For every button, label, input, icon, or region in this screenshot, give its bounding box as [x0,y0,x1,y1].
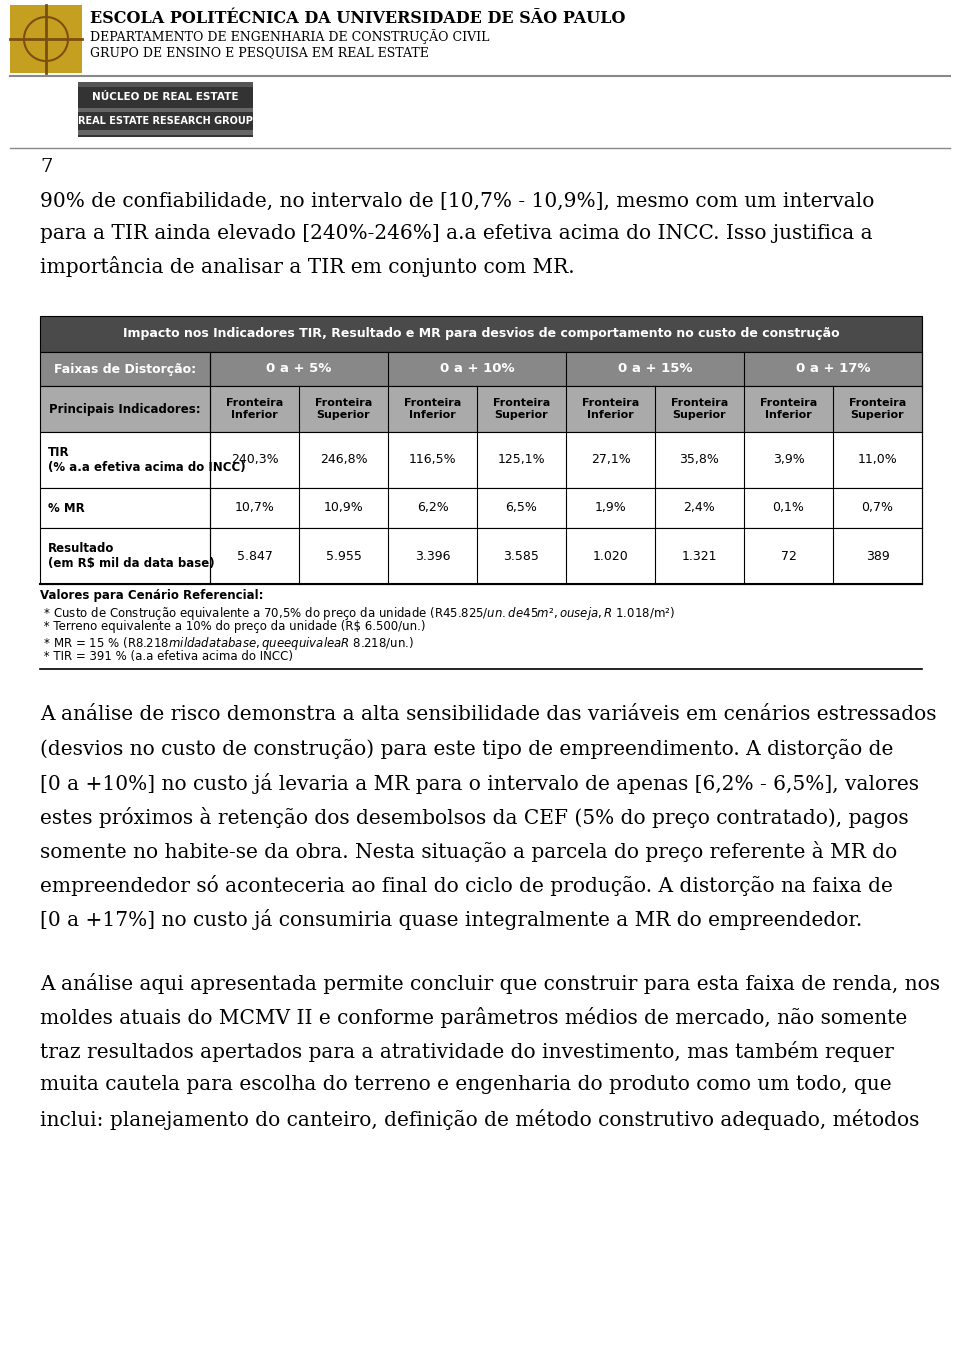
Text: GRUPO DE ENSINO E PESQUISA EM REAL ESTATE: GRUPO DE ENSINO E PESQUISA EM REAL ESTAT… [90,46,429,59]
Text: * Terreno equivalente a 10% do preço da unidade (R$ 6.500/un.): * Terreno equivalente a 10% do preço da … [40,620,425,632]
Text: * Custo de Construção equivalente a 70,5% do preço da unidade (R$ 45.825/un. de : * Custo de Construção equivalente a 70,5… [40,605,675,622]
Text: Fronteira
Superior: Fronteira Superior [315,398,372,420]
Text: 90% de confiabilidade, no intervalo de [10,7% - 10,9%], mesmo com um intervalo: 90% de confiabilidade, no intervalo de [… [40,192,875,211]
Text: para a TIR ainda elevado [240%-246%] a.a efetiva acima do INCC. Isso justifica a: para a TIR ainda elevado [240%-246%] a.a… [40,224,873,243]
Text: somente no habite-se da obra. Nesta situação a parcela do preço referente à MR d: somente no habite-se da obra. Nesta situ… [40,841,898,861]
Text: 240,3%: 240,3% [230,454,278,466]
Text: 27,1%: 27,1% [590,454,631,466]
Bar [40,352,922,386]
Text: 10,9%: 10,9% [324,502,364,514]
Text: 0,7%: 0,7% [861,502,894,514]
Text: 2,4%: 2,4% [684,502,715,514]
Text: A análise aqui apresentada permite concluir que construir para esta faixa de ren: A análise aqui apresentada permite concl… [40,973,940,994]
Text: REAL ESTATE RESEARCH GROUP: REAL ESTATE RESEARCH GROUP [78,116,252,125]
Bar [78,82,253,87]
Bar [78,108,253,112]
Text: * MR = 15 % (R$ 8.218 mil da data base, que equivale a R$ 8.218/un.): * MR = 15 % (R$ 8.218 mil da data base, … [40,635,414,652]
Text: muita cautela para escolha do terreno e engenharia do produto como um todo, que: muita cautela para escolha do terreno e … [40,1075,892,1094]
Text: importância de analisar a TIR em conjunto com MR.: importância de analisar a TIR em conjunt… [40,256,575,277]
Text: 3,9%: 3,9% [773,454,804,466]
Text: 1.020: 1.020 [592,549,629,563]
Text: Principais Indicadores:: Principais Indicadores: [49,402,201,416]
Text: 6,5%: 6,5% [506,502,538,514]
Text: 3.396: 3.396 [415,549,450,563]
Text: empreendedor só aconteceria ao final do ciclo de produção. A distorção na faixa : empreendedor só aconteceria ao final do … [40,875,893,895]
Text: 5.847: 5.847 [236,549,273,563]
Text: 116,5%: 116,5% [409,454,456,466]
Text: 0 a + 10%: 0 a + 10% [440,363,515,375]
Text: % MR: % MR [48,502,84,514]
Text: 0 a + 17%: 0 a + 17% [796,363,871,375]
Text: Valores para Cenário Referencial:: Valores para Cenário Referencial: [40,589,263,602]
Text: 246,8%: 246,8% [320,454,368,466]
Text: ESCOLA POLITÉCNICA DA UNIVERSIDADE DE SÃO PAULO: ESCOLA POLITÉCNICA DA UNIVERSIDADE DE SÃ… [90,10,626,27]
Text: Faixas de Distorção:: Faixas de Distorção: [54,363,196,375]
Text: NÚCLEO DE REAL ESTATE: NÚCLEO DE REAL ESTATE [92,93,239,102]
Text: 7: 7 [40,158,53,176]
Text: 10,7%: 10,7% [234,502,275,514]
Text: estes próximos à retenção dos desembolsos da CEF (5% do preço contratado), pagos: estes próximos à retenção dos desembolso… [40,807,908,827]
Text: 389: 389 [866,549,889,563]
Bar [40,386,922,432]
Text: 35,8%: 35,8% [680,454,719,466]
Bar [78,129,253,135]
Bar [40,488,922,527]
Text: [0 a +17%] no custo já consumiria quase integralmente a MR do empreendedor.: [0 a +17%] no custo já consumiria quase … [40,909,862,930]
Text: * TIR = 391 % (a.a efetiva acima do INCC): * TIR = 391 % (a.a efetiva acima do INCC… [40,650,293,662]
Text: 3.585: 3.585 [504,549,540,563]
Text: 125,1%: 125,1% [497,454,545,466]
Text: 72: 72 [780,549,797,563]
Bar [40,316,922,352]
Text: Fronteira
Inferior: Fronteira Inferior [582,398,639,420]
Text: Impacto nos Indicadores TIR, Resultado e MR para desvios de comportamento no cus: Impacto nos Indicadores TIR, Resultado e… [123,327,839,341]
Text: 6,2%: 6,2% [417,502,448,514]
Bar [40,527,922,583]
Text: TIR
(% a.a efetiva acima do INCC): TIR (% a.a efetiva acima do INCC) [48,446,246,474]
Text: Resultado
(em R$ mil da data base): Resultado (em R$ mil da data base) [48,542,215,570]
Text: 5.955: 5.955 [325,549,361,563]
Text: Fronteira
Superior: Fronteira Superior [849,398,906,420]
Text: Fronteira
Inferior: Fronteira Inferior [760,398,817,420]
Bar [40,432,922,488]
Text: Fronteira
Inferior: Fronteira Inferior [404,398,461,420]
Text: [0 a +10%] no custo já levaria a MR para o intervalo de apenas [6,2% - 6,5%], va: [0 a +10%] no custo já levaria a MR para… [40,773,919,795]
Bar [78,112,253,129]
Text: traz resultados apertados para a atratividade do investimento, mas também requer: traz resultados apertados para a atrativ… [40,1041,894,1062]
Text: DEPARTAMENTO DE ENGENHARIA DE CONSTRUÇÃO CIVIL: DEPARTAMENTO DE ENGENHARIA DE CONSTRUÇÃO… [90,29,490,44]
Bar [10,5,82,74]
Text: Fronteira
Superior: Fronteira Superior [671,398,728,420]
Bar [78,87,253,108]
Text: 0 a + 5%: 0 a + 5% [266,363,332,375]
Text: 11,0%: 11,0% [857,454,898,466]
Text: 1,9%: 1,9% [594,502,626,514]
Text: 0,1%: 0,1% [773,502,804,514]
Bar [78,135,253,138]
Text: Fronteira
Superior: Fronteira Superior [492,398,550,420]
Text: moldes atuais do MCMV II e conforme parâmetros médios de mercado, não somente: moldes atuais do MCMV II e conforme parâ… [40,1007,907,1028]
Text: (desvios no custo de construção) para este tipo de empreendimento. A distorção d: (desvios no custo de construção) para es… [40,739,894,759]
Text: 1.321: 1.321 [682,549,717,563]
Text: 0 a + 15%: 0 a + 15% [617,363,692,375]
Text: inclui: planejamento do canteiro, definição de método construtivo adequado, méto: inclui: planejamento do canteiro, defini… [40,1109,920,1130]
Text: Fronteira
Inferior: Fronteira Inferior [226,398,283,420]
Text: A análise de risco demonstra a alta sensibilidade das variáveis em cenários estr: A análise de risco demonstra a alta sens… [40,705,937,724]
